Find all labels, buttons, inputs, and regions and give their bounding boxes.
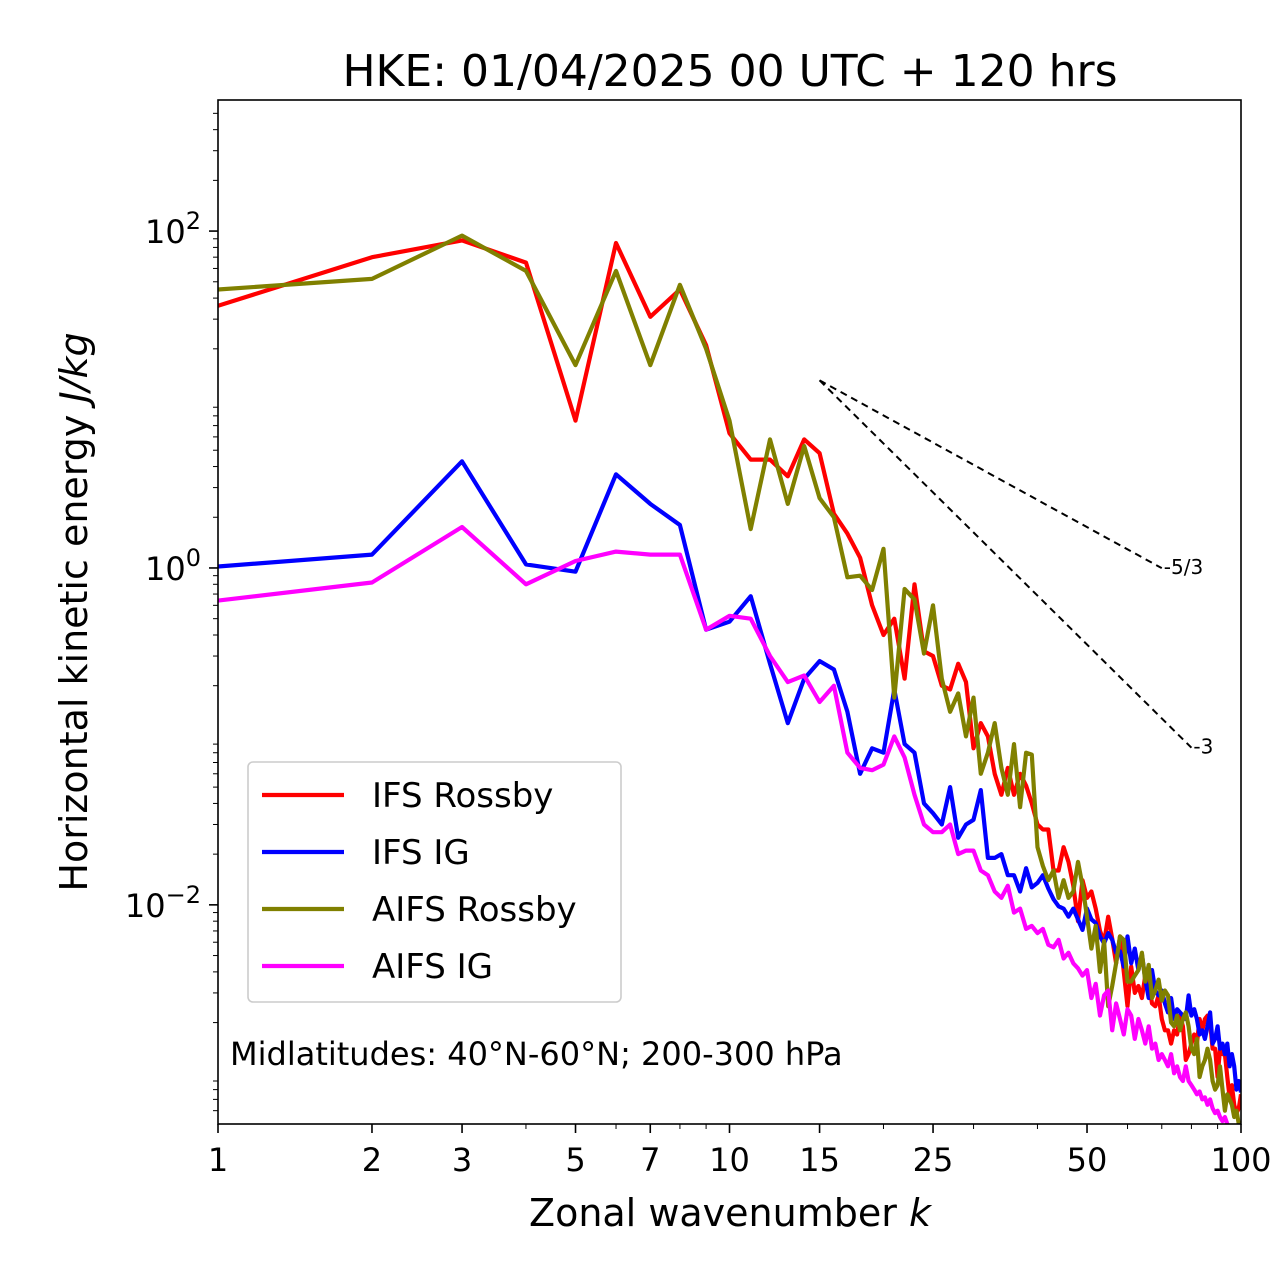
x-axis-label: Zonal wavenumber k	[529, 1191, 933, 1235]
legend-label-1: IFS IG	[372, 833, 470, 873]
y-axis-label-text: Horizontal kinetic energy	[52, 415, 96, 892]
series-line-0	[218, 238, 1241, 1116]
minor-ticks	[213, 112, 1219, 1129]
reference-slope-label-0: -5/3	[1164, 555, 1203, 579]
y-axis-ticks: 102 100 10−2	[125, 207, 218, 925]
x-axis-label-text: Zonal wavenumber	[529, 1191, 897, 1235]
x-axis-ticks: 1 2 3 5 7 10 15 25 50 100	[208, 1124, 1272, 1179]
region-annotation: Midlatitudes: 40°N-60°N; 200-300 hPa	[230, 1035, 843, 1073]
reference-slopes: -5/3 -3	[818, 379, 1213, 759]
series-line-3	[218, 524, 1230, 1124]
x-tick-label-3: 5	[565, 1141, 585, 1179]
y-tick-label-2: 10−2	[125, 881, 201, 925]
plot-frame	[217, 99, 1242, 1125]
y-tick-label-1: 100	[145, 544, 201, 588]
legend-frame	[247, 761, 622, 1003]
legend-label-2: AIFS Rossby	[372, 890, 577, 930]
x-tick-label-2: 3	[452, 1141, 472, 1179]
reference-slope-line-1	[818, 379, 1193, 749]
x-tick-label-4: 7	[640, 1141, 660, 1179]
x-axis-label-var: k	[909, 1191, 933, 1235]
y-axis-label: Horizontal kinetic energy J/kg	[52, 332, 96, 891]
x-tick-label-0: 1	[208, 1141, 228, 1179]
reference-slope-line-0	[819, 379, 1163, 570]
x-tick-label-6: 15	[799, 1141, 840, 1179]
chart-title: HKE: 01/04/2025 00 UTC + 120 hrs	[342, 46, 1117, 97]
x-tick-label-5: 10	[709, 1141, 750, 1179]
x-tick-label-1: 2	[362, 1141, 382, 1179]
x-tick-label-8: 50	[1067, 1141, 1108, 1179]
y-tick-label-0: 102	[145, 207, 201, 251]
legend-label-3: AIFS IG	[372, 947, 493, 987]
series-line-2	[218, 233, 1241, 1124]
series-line-1	[218, 459, 1241, 1093]
y-axis-label-unit: J/kg	[52, 332, 96, 409]
reference-slope-label-1: -3	[1193, 735, 1213, 759]
x-tick-label-9: 100	[1210, 1141, 1271, 1179]
legend: IFS Rossby IFS IG AIFS Rossby AIFS IG	[247, 761, 622, 1003]
legend-label-0: IFS Rossby	[372, 776, 553, 816]
series-layer	[218, 233, 1241, 1124]
x-tick-label-7: 25	[913, 1141, 954, 1179]
